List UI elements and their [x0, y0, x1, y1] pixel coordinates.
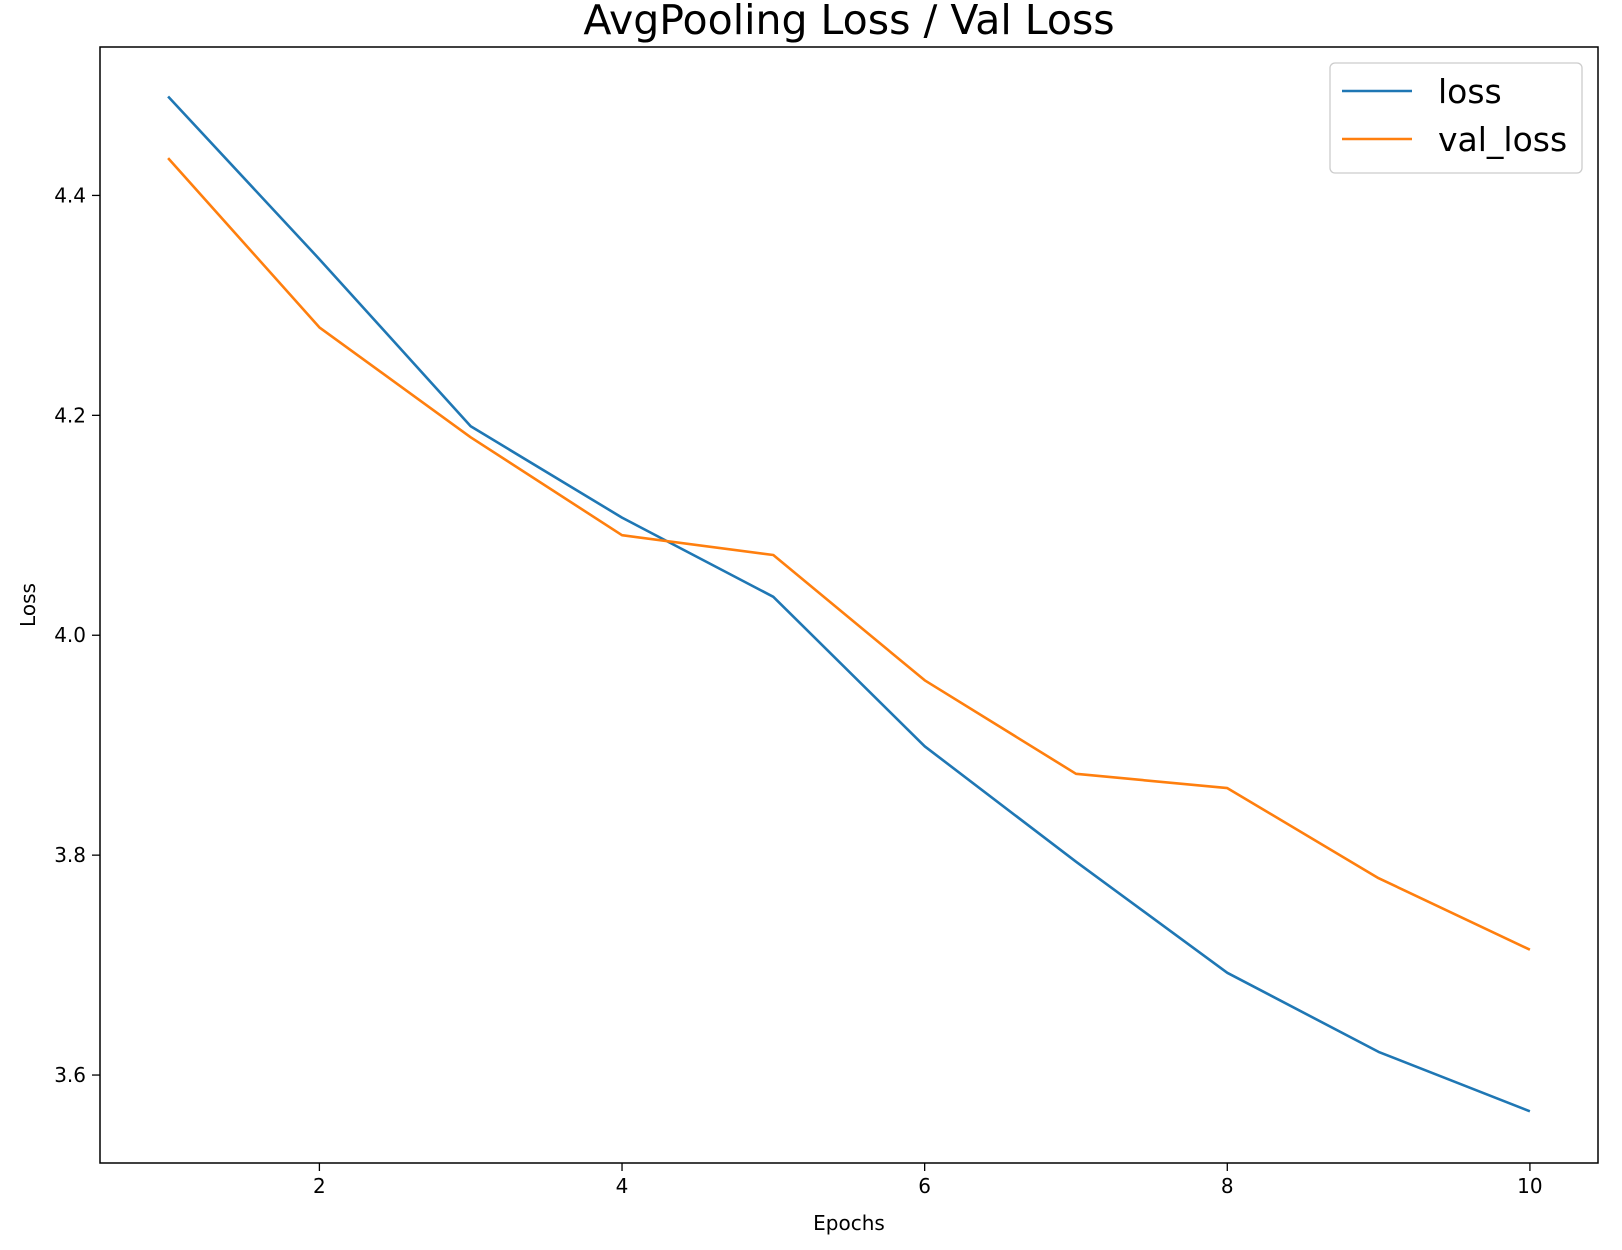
y-axis-label: Loss — [16, 583, 40, 627]
x-tick-label: 10 — [1517, 1174, 1542, 1198]
y-tick-label: 3.8 — [54, 843, 86, 867]
x-axis-label: Epochs — [813, 1211, 885, 1235]
legend-label-loss: loss — [1438, 72, 1502, 111]
y-tick-label: 4.4 — [54, 183, 86, 207]
series-lines — [167, 95, 1531, 1113]
chart-title: AvgPooling Loss / Val Loss — [583, 0, 1114, 44]
x-tick-label: 4 — [616, 1174, 629, 1198]
x-tick-label: 2 — [313, 1174, 326, 1198]
series-line-loss — [167, 95, 1531, 1113]
x-tick-label: 6 — [918, 1174, 931, 1198]
x-axis: 2 4 6 8 10 — [313, 1163, 1543, 1198]
plot-area — [99, 46, 1599, 1164]
legend-label-val-loss: val_loss — [1438, 120, 1567, 159]
y-tick-label: 4.2 — [54, 403, 86, 427]
legend: loss val_loss — [1329, 62, 1583, 174]
y-axis: 3.6 3.8 4.0 4.2 4.4 — [54, 183, 100, 1087]
x-tick-label: 8 — [1221, 1174, 1234, 1198]
y-tick-label: 4.0 — [54, 623, 86, 647]
series-line-val-loss — [167, 157, 1531, 951]
y-tick-label: 3.6 — [54, 1063, 86, 1087]
